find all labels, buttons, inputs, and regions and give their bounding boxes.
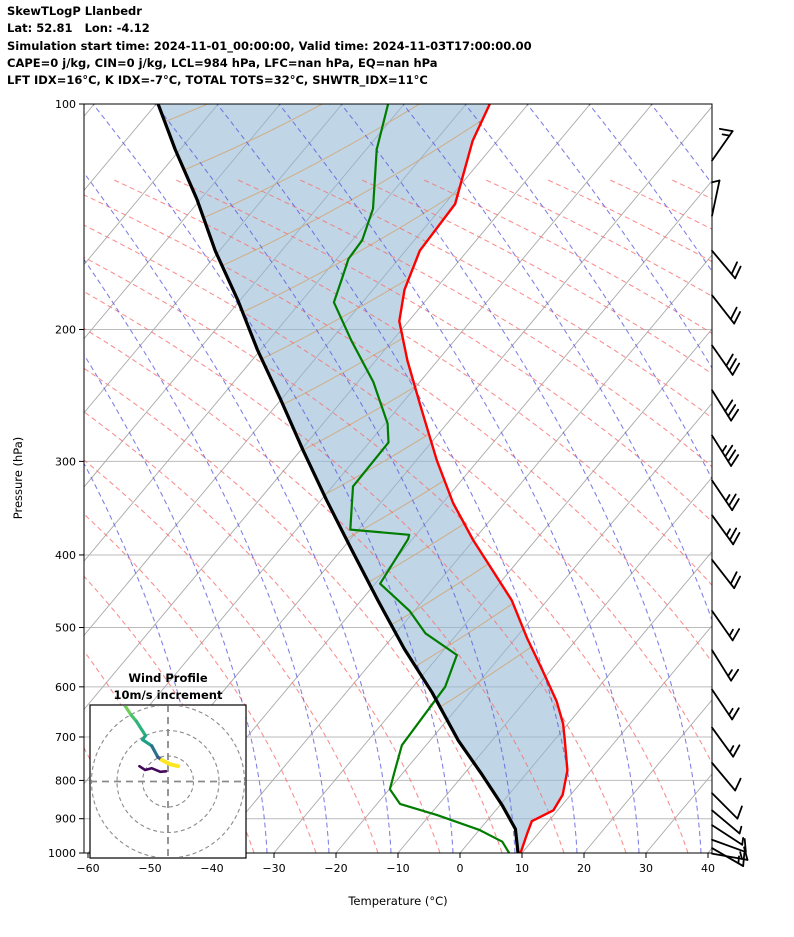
svg-text:−30: −30: [262, 862, 285, 875]
figure-header: SkewTLogP Llanbedr Lat: 52.81 Lon: -4.12…: [7, 3, 532, 89]
svg-text:1000: 1000: [48, 847, 76, 860]
hodograph-trace-segment: [140, 738, 154, 748]
temperature-curve: [398, 104, 569, 853]
parcel-curve: [156, 104, 520, 853]
hodograph-title: Wind Profile: [128, 671, 208, 685]
hodograph-inset: Wind Profile 10m/s increment: [89, 671, 247, 859]
svg-text:700: 700: [55, 731, 76, 744]
latlon-line: Lat: 52.81 Lon: -4.12: [7, 21, 150, 36]
svg-text:200: 200: [55, 323, 76, 336]
svg-text:500: 500: [55, 622, 76, 635]
svg-text:600: 600: [55, 681, 76, 694]
svg-text:30: 30: [639, 862, 653, 875]
temperature-axis-label: Temperature (°C): [347, 894, 447, 908]
svg-text:−10: −10: [386, 862, 409, 875]
hodograph-trace-segment: [134, 719, 148, 738]
hodograph-trace-segment: [150, 744, 160, 759]
svg-text:800: 800: [55, 774, 76, 787]
svg-text:10: 10: [515, 862, 529, 875]
hodograph-trace-segment: [123, 706, 133, 717]
hodograph-subtitle: 10m/s increment: [114, 688, 223, 702]
svg-text:100: 100: [55, 98, 76, 111]
hodograph-low-level-trace: [138, 764, 168, 774]
svg-text:0: 0: [457, 862, 464, 875]
svg-text:400: 400: [55, 549, 76, 562]
wind-barbs: [711, 127, 749, 867]
svg-text:900: 900: [55, 813, 76, 826]
hodograph-trace-segment: [168, 762, 181, 769]
svg-text:−50: −50: [138, 862, 161, 875]
svg-text:−40: −40: [200, 862, 223, 875]
indices-line: LFT IDX=16°C, K IDX=-7°C, TOTAL TOTS=32°…: [7, 73, 428, 88]
cape-line: CAPE=0 j/kg, CIN=0 j/kg, LCL=984 hPa, LF…: [7, 55, 438, 70]
sim-time-line: Simulation start time: 2024-11-01_00:00:…: [7, 38, 532, 53]
svg-text:20: 20: [577, 862, 591, 875]
pressure-axis-label: Pressure (hPa): [11, 437, 25, 520]
svg-text:40: 40: [701, 862, 715, 875]
dewpoint-curve: [332, 104, 511, 853]
svg-text:300: 300: [55, 455, 76, 468]
svg-text:−60: −60: [76, 862, 99, 875]
dry-adiabats: [84, 179, 712, 853]
svg-text:−20: −20: [324, 862, 347, 875]
title-line: SkewTLogP Llanbedr: [7, 4, 142, 18]
cape-shading: [158, 104, 568, 853]
